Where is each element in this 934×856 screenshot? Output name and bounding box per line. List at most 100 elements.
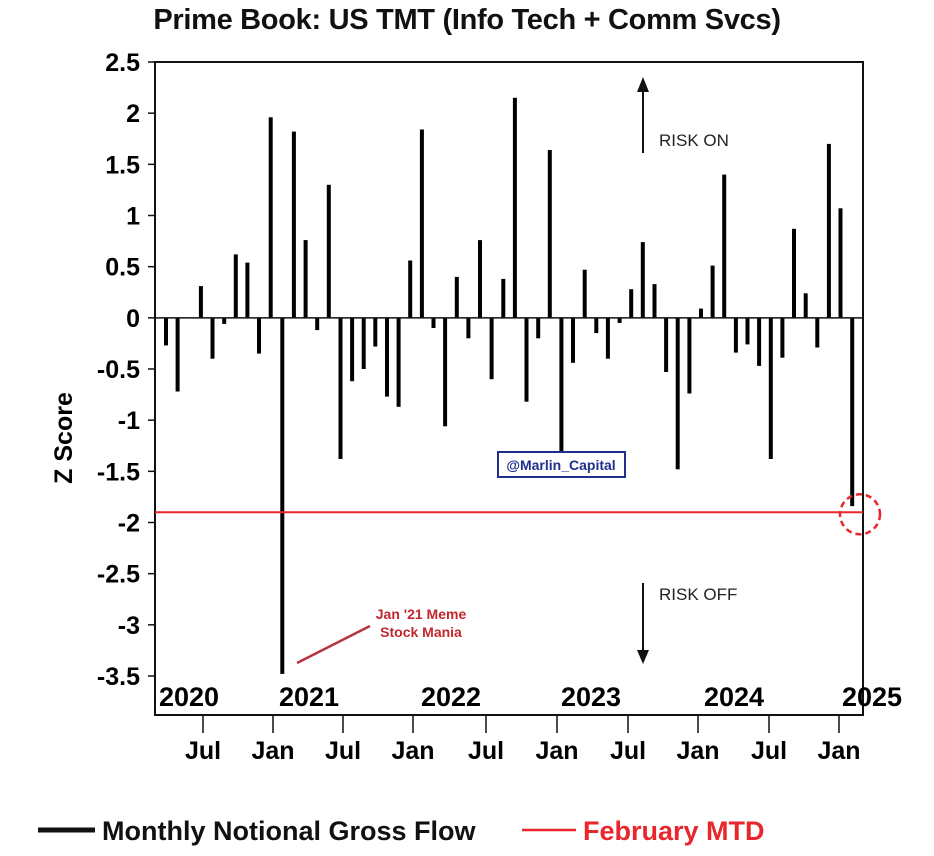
bar [838,208,843,318]
bar [605,317,610,359]
x-tick-label: Jan [676,737,719,765]
bar [233,254,238,318]
bar [780,317,785,358]
risk-off-arrowhead [637,650,649,664]
bar [245,262,250,318]
x-tick-label: Jul [468,737,504,765]
bar [443,317,448,427]
bar [408,260,413,318]
year-label: 2020 [159,682,219,712]
bar [815,317,820,348]
y-ticks: 2.5 2 1.5 1 0.5 0 -0.5 -1 -1.5 -2 -2.5 -3 -3.5 [97,49,155,691]
bar [699,308,703,318]
bar [594,317,599,334]
bars [164,97,855,674]
year-label: 2021 [279,682,339,712]
watermark-box [497,451,626,478]
watermark-text: @Marlin_Capital [506,457,615,473]
bar [489,317,494,380]
risk-off-label: RISK OFF [659,585,737,604]
bar [385,317,389,397]
bar [175,317,180,392]
y-tick-label: -1 [118,407,140,435]
bar [454,276,459,318]
bar [675,317,680,470]
bar [431,317,436,328]
bar [326,184,331,318]
meme-annotation-line2: Stock Mania [380,624,462,640]
year-label: 2023 [561,682,621,712]
bar [280,317,285,674]
bar [850,317,855,507]
bar [617,317,622,323]
bar [652,284,657,318]
bar [710,265,715,318]
bar [536,317,541,339]
y-tick-label: -3.5 [97,663,140,691]
y-tick-label: -2 [118,510,140,538]
x-tick-label: Jul [751,737,787,765]
bar [733,317,738,353]
bar [792,228,796,318]
x-tick-label: Jan [817,737,860,765]
year-label: 2024 [704,682,764,712]
bar [268,117,273,318]
bar [257,317,261,354]
y-tick-label: -0.5 [97,356,140,384]
bar [582,269,587,318]
legend-label-february-mtd: February MTD [583,816,765,846]
bar [664,317,669,372]
y-axis-label: Z Score [50,392,78,484]
bar [198,286,203,318]
bar [373,317,378,347]
bar [571,317,575,363]
x-ticks: Jul Jan Jul Jan Jul Jan Jul Jan Jul Jan 2020 2021 20… [159,682,902,765]
bar [164,317,168,346]
bar [338,317,343,459]
bar [478,240,482,318]
bar [303,240,308,318]
risk-on-arrowhead [637,77,649,92]
bar [419,129,424,318]
legend-label-monthly-flow: Monthly Notional Gross Flow [102,816,476,846]
year-label: 2025 [842,682,902,712]
bar [687,317,692,394]
bar [803,293,808,318]
y-tick-label: 2 [126,100,140,128]
y-tick-label: 2.5 [105,49,140,77]
chart-title: Prime Book: US TMT (Info Tech + Comm Svc… [153,4,781,36]
bar [291,131,296,318]
y-tick-label: -1.5 [97,458,140,486]
meme-annotation-line1: Jan '21 Meme [376,606,467,622]
bar [722,174,727,318]
bar [559,317,564,456]
y-tick-label: 1 [126,203,140,231]
y-tick-label: -2.5 [97,561,140,589]
february-mtd-highlight-circle [838,493,882,536]
bar [629,289,634,318]
bar [757,317,762,366]
y-tick-label: 1.5 [105,151,140,179]
x-tick-label: Jul [325,737,361,765]
y-tick-label: 0.5 [105,254,140,282]
bar [512,97,517,318]
bar [768,317,773,459]
bar [466,317,471,339]
y-tick-label: 0 [126,305,140,333]
bar [222,317,227,324]
x-tick-label: Jan [251,737,294,765]
year-label: 2022 [421,682,481,712]
meme-annotation-pointer [296,624,371,665]
bar [350,317,355,382]
bar [640,242,645,318]
x-tick-label: Jul [185,737,221,765]
x-tick-label: Jul [610,737,646,765]
plot-frame [154,61,864,716]
bar [396,317,401,407]
x-tick-label: Jan [391,737,434,765]
bar [315,317,320,331]
bar [524,317,529,402]
y-tick-label: -3 [118,612,140,640]
x-tick-label: Jan [535,737,578,765]
